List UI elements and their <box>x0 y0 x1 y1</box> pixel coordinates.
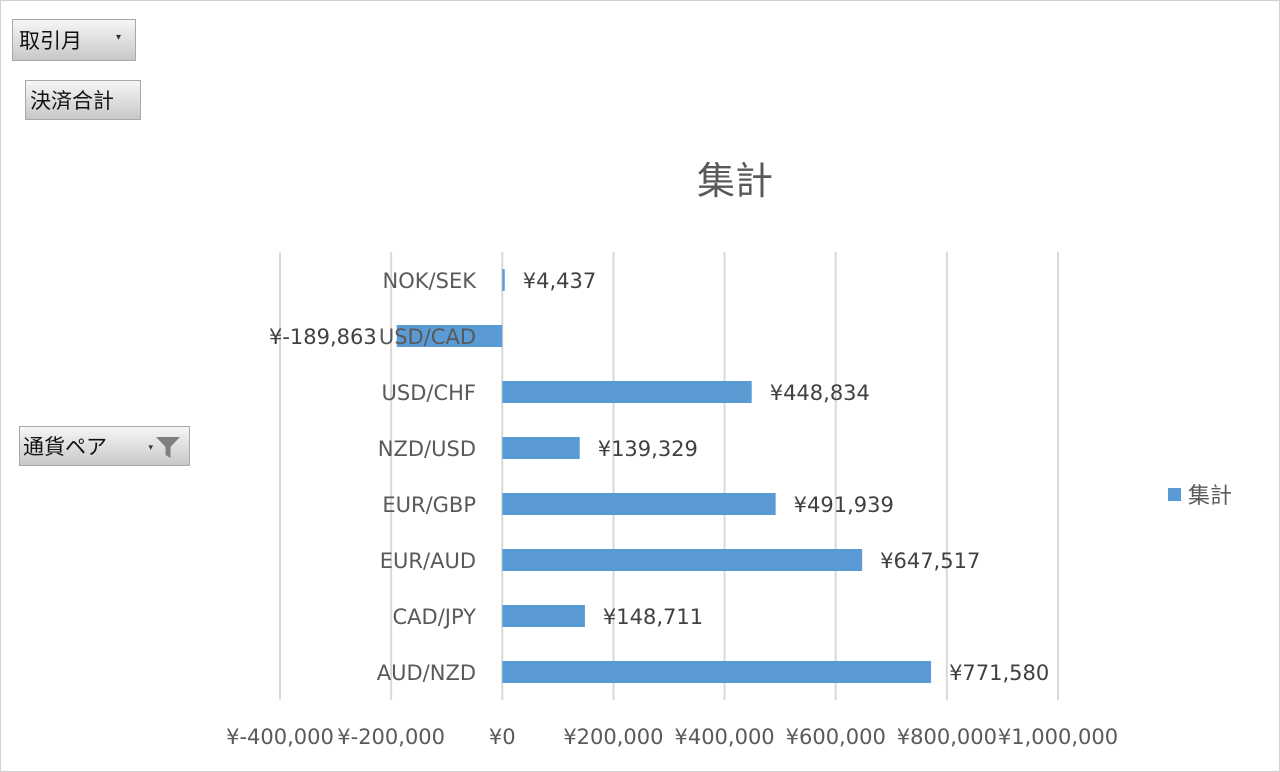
chevron-down-icon[interactable]: ▾ <box>148 443 153 453</box>
data-label: ¥771,580 <box>949 661 1049 685</box>
bar <box>502 493 776 515</box>
category-label: AUD/NZD <box>377 661 476 685</box>
data-label: ¥4,437 <box>523 269 596 293</box>
category-label: NZD/USD <box>378 437 476 461</box>
x-tick-label: ¥200,000 <box>563 725 663 749</box>
currency-pair-filter-label: 通貨ペア <box>23 435 107 459</box>
currency-pair-filter-button[interactable]: 通貨ペア ▾ <box>19 426 190 466</box>
category-label: EUR/GBP <box>382 493 476 517</box>
bar <box>502 605 585 627</box>
data-label: ¥491,939 <box>794 493 894 517</box>
bar <box>396 325 503 347</box>
category-label: NOK/SEK <box>383 269 478 293</box>
value-field-button[interactable]: 決済合計 <box>25 80 141 120</box>
gridlines <box>279 252 1059 700</box>
bar <box>502 661 932 683</box>
x-tick-label: ¥0 <box>489 725 516 749</box>
data-label: ¥647,517 <box>880 549 980 573</box>
data-label: ¥448,834 <box>770 381 870 405</box>
bar <box>502 437 580 459</box>
labels: ¥-400,000 ¥-200,000 ¥0 ¥200,000 ¥400,000 ¥600… <box>226 269 1118 749</box>
category-label: EUR/AUD <box>380 549 476 573</box>
legend-label: 集計 <box>1188 484 1232 509</box>
chevron-down-icon[interactable]: ▾ <box>115 32 121 43</box>
month-filter-button[interactable]: 取引月 ▾ <box>12 19 136 61</box>
x-tick-label: ¥-400,000 <box>226 725 334 749</box>
x-tick-label: ¥1,000,000 <box>998 725 1118 749</box>
legend: 集計 <box>1168 484 1232 509</box>
category-label: CAD/JPY <box>393 605 477 629</box>
bar <box>502 269 505 291</box>
x-tick-label: ¥600,000 <box>786 725 886 749</box>
data-label: ¥-189,863 <box>269 325 377 349</box>
data-label: ¥139,329 <box>598 437 698 461</box>
x-tick-label: ¥400,000 <box>674 725 774 749</box>
bar <box>502 381 752 403</box>
value-field-label: 決済合計 <box>30 89 114 113</box>
chart-title: 集計 <box>697 159 773 203</box>
month-filter-label: 取引月 <box>19 29 82 53</box>
category-label: USD/CHF <box>382 381 476 405</box>
filter-icon[interactable] <box>155 434 181 460</box>
data-label: ¥148,711 <box>603 605 703 629</box>
bar <box>502 549 863 571</box>
x-tick-label: ¥800,000 <box>897 725 997 749</box>
legend-swatch <box>1168 488 1181 501</box>
x-tick-label: ¥-200,000 <box>337 725 445 749</box>
bars <box>396 269 932 683</box>
category-label: USD/CAD <box>379 325 476 349</box>
